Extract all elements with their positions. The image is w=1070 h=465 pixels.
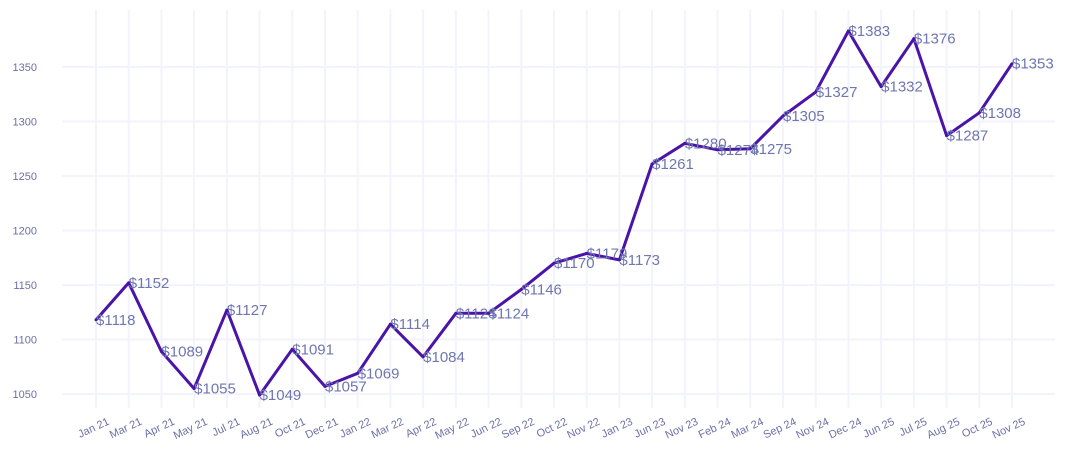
data-point bbox=[945, 134, 949, 138]
data-label: $1275 bbox=[750, 141, 792, 158]
data-point bbox=[258, 393, 262, 397]
x-tick-label: Apr 22 bbox=[404, 416, 438, 441]
data-label: $1049 bbox=[260, 387, 302, 404]
y-tick-label: 1200 bbox=[13, 226, 37, 238]
data-point bbox=[388, 322, 392, 326]
data-label: $1287 bbox=[947, 128, 989, 145]
data-point bbox=[94, 318, 98, 322]
data-point bbox=[683, 141, 687, 145]
data-label: $1114 bbox=[390, 316, 430, 333]
data-label: $1327 bbox=[816, 84, 858, 101]
x-tick-label: Mar 24 bbox=[729, 416, 765, 441]
y-tick-label: 1350 bbox=[13, 62, 37, 74]
data-label: $1332 bbox=[881, 79, 923, 96]
data-point bbox=[585, 251, 589, 255]
data-label: $1261 bbox=[652, 156, 694, 173]
y-tick-label: 1250 bbox=[13, 171, 37, 183]
data-point bbox=[192, 387, 196, 391]
x-tick-label: May 22 bbox=[433, 416, 471, 442]
data-point bbox=[846, 29, 850, 33]
data-point bbox=[650, 162, 654, 166]
data-label: $1124 bbox=[456, 305, 497, 322]
data-label: $1308 bbox=[979, 105, 1021, 122]
data-label: $1280 bbox=[685, 135, 727, 152]
data-label: $1146 bbox=[521, 281, 562, 298]
y-tick-label: 1100 bbox=[13, 335, 37, 347]
x-tick-label: Oct 25 bbox=[960, 416, 994, 441]
data-point bbox=[879, 85, 883, 89]
data-point bbox=[421, 355, 425, 359]
x-tick-label: Jul 25 bbox=[897, 416, 929, 439]
y-tick-label: 1150 bbox=[13, 280, 37, 292]
data-label: $1376 bbox=[914, 31, 956, 48]
x-tick-label: Jan 22 bbox=[338, 416, 373, 441]
x-tick-label: Oct 22 bbox=[535, 416, 569, 441]
data-label: $1127 bbox=[227, 302, 268, 319]
x-tick-label: Aug 25 bbox=[925, 416, 962, 442]
data-label: $1152 bbox=[129, 275, 170, 292]
x-tick-label: Nov 22 bbox=[565, 416, 602, 442]
data-point bbox=[519, 287, 523, 291]
data-point bbox=[552, 261, 556, 265]
data-point bbox=[356, 371, 360, 375]
x-tick-label: Jan 21 bbox=[76, 416, 111, 441]
data-label: $1383 bbox=[848, 23, 890, 40]
data-point bbox=[487, 311, 491, 315]
data-point bbox=[617, 258, 621, 262]
x-tick-label: Sep 22 bbox=[500, 416, 537, 442]
data-label: $1124 bbox=[489, 305, 530, 322]
data-label: $1179 bbox=[587, 245, 628, 262]
data-label: $1274 bbox=[718, 142, 760, 159]
data-point bbox=[323, 384, 327, 388]
data-point bbox=[127, 281, 131, 285]
data-label: $1069 bbox=[358, 365, 400, 382]
data-label: $1084 bbox=[423, 349, 465, 366]
data-point bbox=[781, 114, 785, 118]
x-tick-label: Nov 23 bbox=[663, 416, 700, 442]
x-tick-label: Sep 24 bbox=[762, 416, 799, 442]
x-tick-label: Jan 23 bbox=[600, 416, 635, 441]
data-label: $1057 bbox=[325, 378, 367, 395]
x-tick-label: Mar 21 bbox=[108, 416, 144, 441]
x-tick-label: May 21 bbox=[172, 416, 210, 442]
data-point bbox=[977, 111, 981, 115]
data-label: $1353 bbox=[1012, 56, 1054, 73]
x-tick-label: Jun 25 bbox=[861, 416, 896, 441]
data-point bbox=[814, 90, 818, 94]
data-label: $1118 bbox=[96, 312, 136, 329]
y-tick-label: 1300 bbox=[13, 117, 37, 129]
data-point bbox=[912, 37, 916, 41]
x-tick-label: Aug 21 bbox=[238, 416, 275, 442]
data-label: $1091 bbox=[292, 341, 334, 358]
x-tick-label: Jun 22 bbox=[469, 416, 504, 441]
x-tick-label: Nov 25 bbox=[991, 416, 1028, 442]
y-tick-label: 1050 bbox=[13, 389, 37, 401]
data-point bbox=[290, 347, 294, 351]
x-tick-label: Dec 24 bbox=[827, 416, 864, 442]
data-point bbox=[748, 147, 752, 151]
data-point bbox=[716, 148, 720, 152]
x-tick-label: Jun 23 bbox=[632, 416, 667, 441]
x-tick-label: Dec 21 bbox=[304, 416, 341, 442]
x-tick-label: Jul 21 bbox=[210, 416, 242, 439]
data-point bbox=[225, 308, 229, 312]
data-point bbox=[1010, 62, 1014, 66]
data-label: $1173 bbox=[619, 252, 660, 269]
data-point bbox=[454, 311, 458, 315]
x-tick-label: Feb 24 bbox=[697, 416, 733, 441]
x-tick-label: Mar 22 bbox=[370, 416, 406, 441]
data-label: $1089 bbox=[161, 343, 203, 360]
data-label: $1170 bbox=[554, 255, 595, 272]
x-tick-label: Oct 21 bbox=[273, 416, 307, 441]
data-label: $1055 bbox=[194, 381, 236, 398]
data-point bbox=[159, 349, 163, 353]
data-label: $1305 bbox=[783, 108, 825, 125]
x-tick-label: Apr 21 bbox=[142, 416, 176, 441]
x-tick-label: Nov 24 bbox=[794, 416, 831, 442]
